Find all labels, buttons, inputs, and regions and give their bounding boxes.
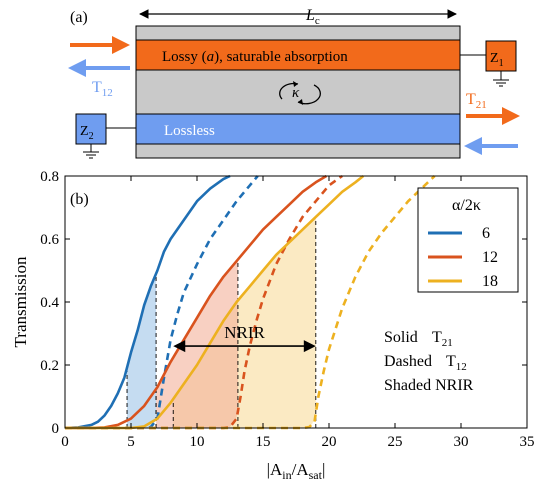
- nrir-annotation: NRIR: [173, 323, 316, 353]
- line-style-notes: Solid T21 Dashed T12 Shaded NRIR: [384, 329, 474, 394]
- nrir-shade-12: [156, 259, 238, 428]
- y-axis-label: Transmission: [11, 256, 30, 348]
- legend-box: [417, 187, 519, 293]
- x-tick-label: 15: [256, 434, 271, 450]
- kappa-label: κ: [292, 85, 300, 101]
- legend-title: α/2κ: [452, 197, 481, 214]
- panel-b-label: (b): [70, 191, 89, 208]
- legend-label-18: 18: [482, 273, 498, 290]
- nrir-shades: [127, 216, 316, 428]
- series-18-t21-solid: [65, 174, 365, 430]
- x-tick-label: 25: [388, 434, 403, 450]
- series-6-t12-dashed: [65, 175, 259, 430]
- panel-a-label: (a): [70, 9, 88, 26]
- port-z2: Z2: [75, 113, 136, 159]
- y-tick-label: 0.4: [40, 295, 59, 311]
- y-tick-label: 0: [52, 421, 60, 437]
- panel-a: (a) Lc Lossy (a), saturable absorption L…: [68, 7, 520, 159]
- series-18-t12-dashed: [65, 175, 436, 430]
- legend-label-6: 6: [482, 225, 490, 242]
- note-solid: Solid T21: [384, 329, 453, 349]
- transmission-curves: [64, 174, 436, 430]
- x-tick-label: 35: [520, 434, 535, 450]
- series-6-t21-solid: [64, 174, 231, 430]
- nrir-shade-6: [127, 273, 157, 428]
- port-z1-label: Z1: [490, 51, 504, 69]
- right-output-arrow: [466, 107, 520, 125]
- port-z2-label: Z2: [80, 124, 94, 142]
- right-input-arrow: [464, 137, 518, 155]
- port-z1: Z1: [460, 40, 517, 87]
- lossless-layer-text: Lossless: [164, 123, 215, 139]
- length-label: Lc: [305, 7, 320, 27]
- lossy-layer: [135, 39, 461, 71]
- x-tick-label: 20: [322, 434, 337, 450]
- coupling-symbol: κ: [279, 81, 321, 105]
- lossy-layer-text: Lossy (a), saturable absorption: [162, 49, 348, 65]
- y-tick-label: 0.2: [40, 358, 59, 374]
- x-axis: 0 5 10 15 20 25 30 35: [61, 176, 535, 450]
- x-tick-label: 0: [61, 434, 69, 450]
- panel-b-plot: NRIR 0 5 10 15 20 25 30 35 0 0.2 0.4 0.6 0.8: [40, 169, 534, 450]
- series-12-t12-dashed: [65, 174, 343, 430]
- note-dashed: Dashed T12: [384, 353, 467, 373]
- legend: α/2κ 6 12 18: [417, 187, 519, 293]
- left-output-arrow: [68, 59, 130, 77]
- nrir-arrow-head-right: [303, 340, 316, 353]
- lossless-layer: [135, 113, 461, 145]
- t12-label: T12: [92, 79, 113, 99]
- x-tick-label: 5: [127, 434, 135, 450]
- y-tick-label: 0.8: [40, 169, 59, 185]
- legend-label-12: 12: [482, 249, 498, 266]
- x-tick-label: 30: [454, 434, 469, 450]
- nrir-label: NRIR: [224, 323, 265, 342]
- x-axis-label: |Ain/Asat|: [267, 460, 326, 482]
- nrir-arrow-head-left: [173, 340, 186, 353]
- x-tick-label: 10: [190, 434, 205, 450]
- series-12-t21-solid: [65, 174, 328, 430]
- left-input-arrow: [70, 36, 130, 54]
- y-tick-label: 0.6: [40, 232, 59, 248]
- nrir-boundaries: [126, 216, 317, 428]
- note-shaded: Shaded NRIR: [384, 377, 474, 394]
- y-axis: 0 0.2 0.4 0.6 0.8: [40, 169, 527, 437]
- t21-label: T21: [466, 91, 487, 111]
